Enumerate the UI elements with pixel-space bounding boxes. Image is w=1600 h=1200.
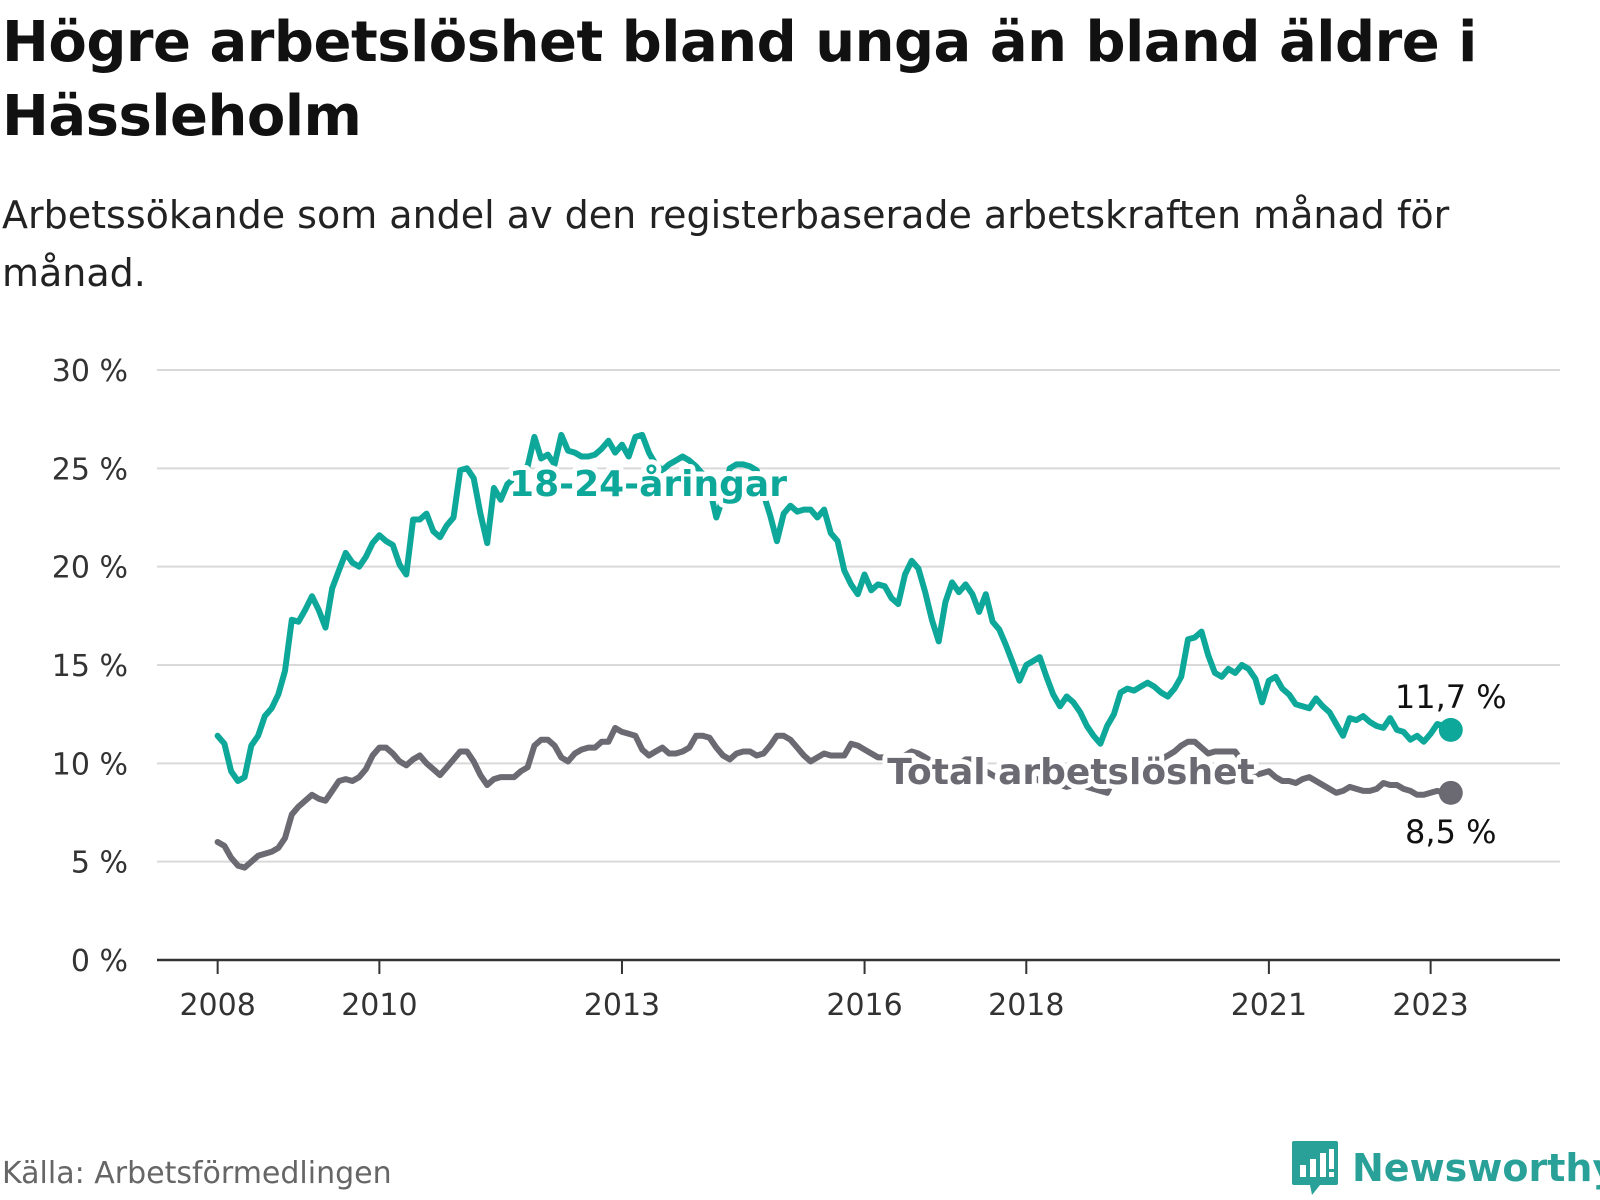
x-tick-label: 2021 [1231, 988, 1307, 1023]
chart-subtitle: Arbetssökande som andel av den registerb… [2, 193, 1450, 295]
y-tick-label: 10 % [52, 747, 128, 782]
brand-name: Newsworthy [1352, 1146, 1600, 1190]
x-tick-label: 2013 [584, 988, 660, 1023]
y-tick-label: 20 % [52, 551, 128, 586]
total-end-value-label: 8,5 % [1405, 813, 1496, 851]
brand-logo: Newsworthy [1290, 1138, 1600, 1198]
y-tick-label: 15 % [52, 649, 128, 684]
x-tick-label: 2008 [179, 988, 255, 1023]
series-labels: 18-24-åringar Total arbetslöshet 11,7 % 8,5… [504, 459, 1512, 856]
x-tick-label: 2016 [826, 988, 902, 1023]
x-tick-label: 2023 [1392, 988, 1468, 1023]
youth-series-label: 18-24-åringar [509, 464, 787, 505]
x-tick-label: 2010 [341, 988, 417, 1023]
gridlines [157, 369, 1560, 863]
youth-series-end-marker [1438, 717, 1463, 742]
total-series-line [214, 724, 1454, 871]
source-note: Källa: Arbetsförmedlingen [2, 1156, 392, 1191]
youth-series-line [214, 431, 1454, 784]
y-tick-label: 5 % [71, 846, 128, 881]
total-series-end-marker [1438, 780, 1463, 805]
y-tick-label: 30 % [52, 354, 128, 389]
series-lines [214, 431, 1463, 871]
y-axis-ticks: 0 % 5 % 10 % 15 % 20 % 25 % 30 % [52, 354, 128, 979]
y-tick-label: 0 % [71, 944, 128, 979]
youth-end-value-label: 11,7 % [1395, 678, 1507, 716]
chart-title: Högre arbetslöshet bland unga än bland ä… [2, 10, 1477, 149]
x-tick-label: 2018 [988, 988, 1064, 1023]
y-tick-label: 25 % [52, 452, 128, 487]
total-series-label: Total arbetslöshet [887, 752, 1255, 793]
bar-chart-bubble-icon [1292, 1141, 1338, 1195]
x-axis: 2008 2010 2013 2016 2018 2021 2023 [157, 958, 1560, 1023]
